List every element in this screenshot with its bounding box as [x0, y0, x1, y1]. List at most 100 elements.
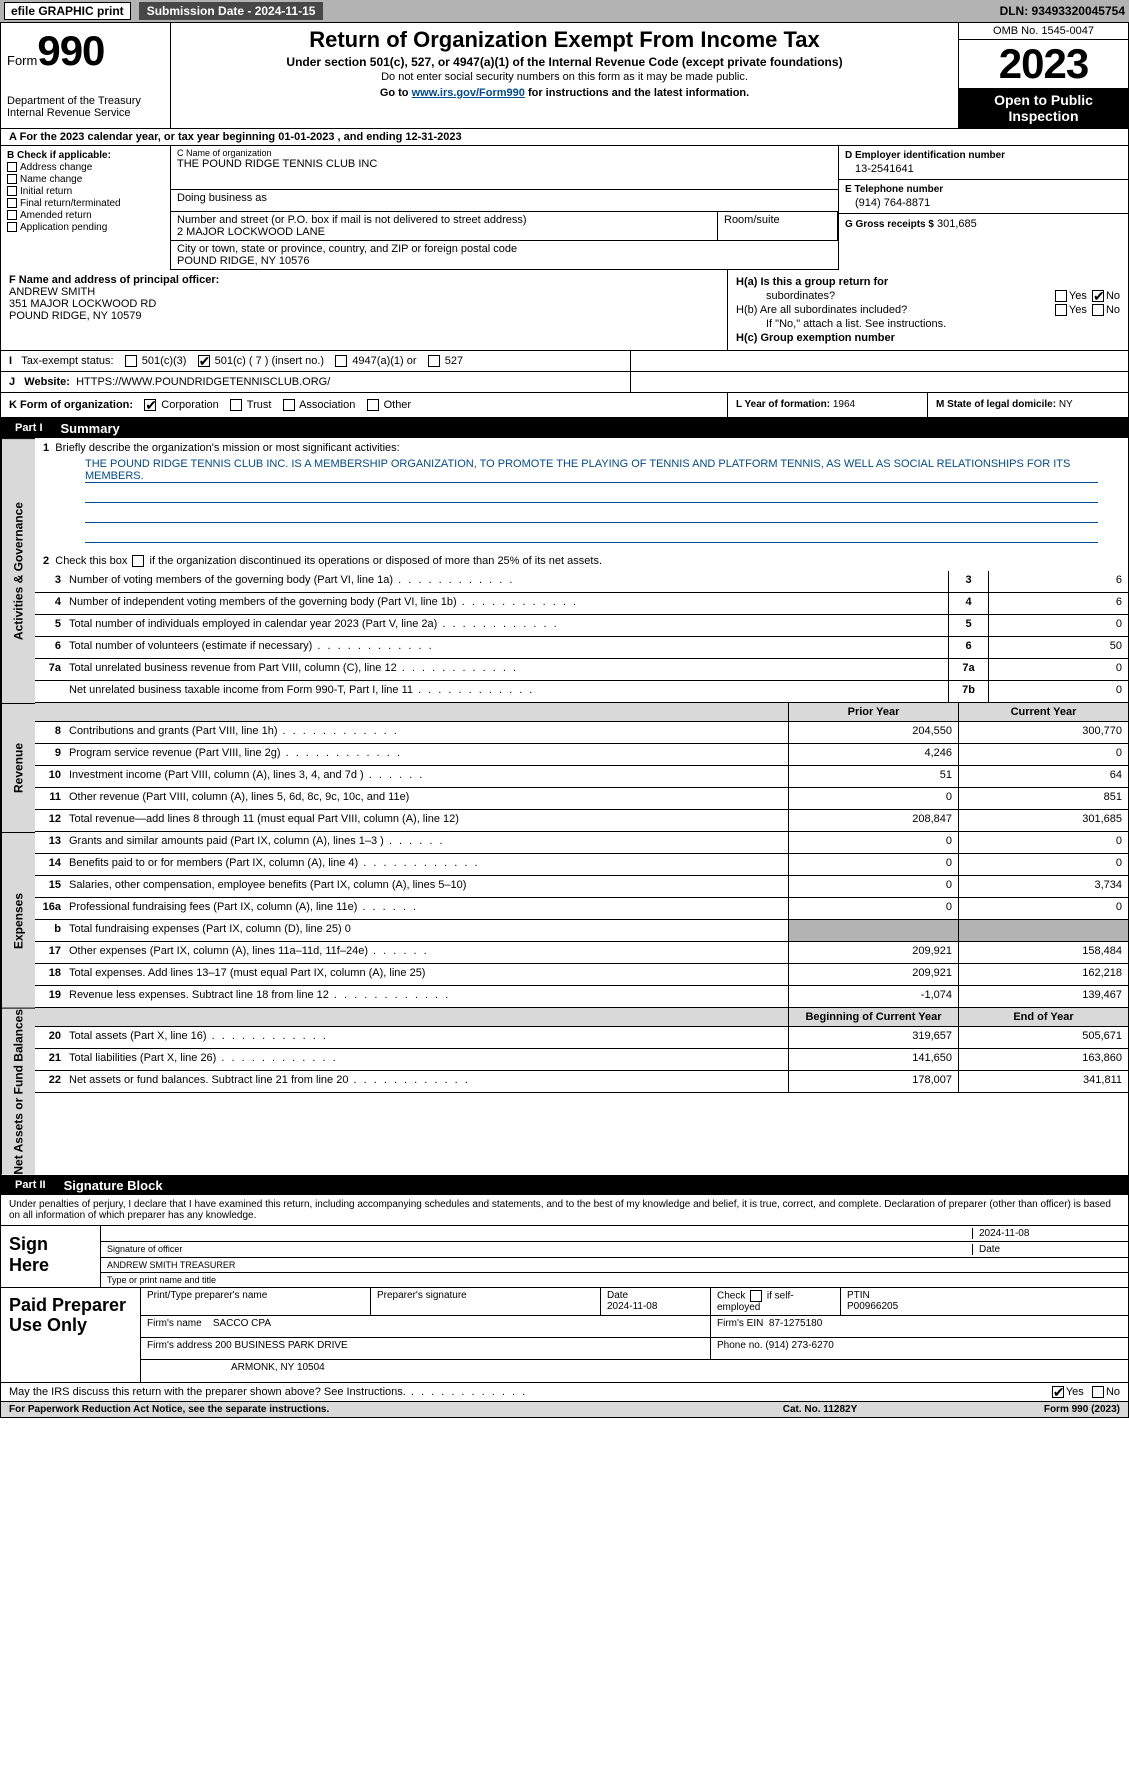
submission-date: Submission Date - 2024-11-15: [139, 2, 324, 20]
line-1-label: Briefly describe the organization's miss…: [55, 442, 399, 454]
line-22: Net assets or fund balances. Subtract li…: [65, 1071, 788, 1092]
org-name: THE POUND RIDGE TENNIS CLUB INC: [177, 158, 832, 170]
discuss-yes[interactable]: [1052, 1386, 1064, 1398]
check-amended[interactable]: [7, 210, 17, 220]
box-f: F Name and address of principal officer:…: [1, 270, 728, 350]
website-value: HTTPS://WWW.POUNDRIDGETENNISCLUB.ORG/: [76, 376, 330, 388]
line-5: Total number of individuals employed in …: [65, 615, 948, 636]
check-501c3[interactable]: [125, 355, 137, 367]
line-12: Total revenue—add lines 8 through 11 (mu…: [65, 810, 788, 831]
line-17: Other expenses (Part IX, column (A), lin…: [65, 942, 788, 963]
line-7b: Net unrelated business taxable income fr…: [65, 681, 948, 702]
ha-no[interactable]: [1092, 290, 1104, 302]
officer-name-title: ANDREW SMITH TREASURER: [107, 1260, 1122, 1270]
firm-ein: 87-1275180: [769, 1318, 822, 1329]
check-discontinued[interactable]: [132, 555, 144, 567]
line-6: Total number of volunteers (estimate if …: [65, 637, 948, 658]
check-name-change[interactable]: [7, 174, 17, 184]
side-activities-governance: Activities & Governance: [1, 438, 35, 703]
line-21: Total liabilities (Part X, line 26): [65, 1049, 788, 1070]
check-app-pending[interactable]: [7, 222, 17, 232]
side-expenses: Expenses: [1, 832, 35, 1008]
part-2-header: Part IISignature Block: [1, 1175, 1128, 1195]
line-7a-val: 0: [988, 659, 1128, 680]
ein-value: 13-2541641: [845, 161, 1122, 175]
tax-year: 2023: [959, 40, 1128, 88]
check-527[interactable]: [428, 355, 440, 367]
city-value: POUND RIDGE, NY 10576: [177, 255, 832, 267]
check-self-employed[interactable]: [750, 1290, 762, 1302]
officer-street: 351 MAJOR LOCKWOOD RD: [9, 298, 719, 310]
line-14: Benefits paid to or for members (Part IX…: [65, 854, 788, 875]
sig-officer-label: Signature of officer: [107, 1244, 972, 1255]
top-toolbar: efile GRAPHIC print Submission Date - 20…: [0, 0, 1129, 22]
check-4947[interactable]: [335, 355, 347, 367]
check-assoc[interactable]: [283, 399, 295, 411]
line-16a: Professional fundraising fees (Part IX, …: [65, 898, 788, 919]
hb-no[interactable]: [1092, 304, 1104, 316]
preparer-name-label: Print/Type preparer's name: [141, 1288, 371, 1315]
beg-year-hdr: Beginning of Current Year: [788, 1008, 958, 1026]
check-other[interactable]: [367, 399, 379, 411]
check-address-change[interactable]: [7, 162, 17, 172]
side-net-assets: Net Assets or Fund Balances: [1, 1008, 35, 1175]
line-18: Total expenses. Add lines 13–17 (must eq…: [65, 964, 788, 985]
phone-value: (914) 764-8871: [845, 195, 1122, 209]
check-501c[interactable]: [198, 355, 210, 367]
irs-label: Internal Revenue Service: [7, 107, 164, 119]
form-label: Form: [7, 53, 37, 68]
line-10: Investment income (Part VIII, column (A)…: [65, 766, 788, 787]
room-label: Room/suite: [724, 214, 831, 226]
check-final-return[interactable]: [7, 198, 17, 208]
box-b: B Check if applicable: Address change Na…: [1, 146, 171, 270]
side-revenue: Revenue: [1, 703, 35, 832]
irs-link[interactable]: www.irs.gov/Form990: [412, 87, 525, 99]
check-trust[interactable]: [230, 399, 242, 411]
line-7a: Total unrelated business revenue from Pa…: [65, 659, 948, 680]
sig-date: 2024-11-08: [972, 1228, 1122, 1239]
officer-name: ANDREW SMITH: [9, 286, 719, 298]
org-name-label: C Name of organization: [177, 148, 832, 158]
discuss-row: May the IRS discuss this return with the…: [1, 1383, 1128, 1402]
check-initial-return[interactable]: [7, 186, 17, 196]
gross-receipts-label: G Gross receipts $: [845, 219, 934, 230]
ha-yes[interactable]: [1055, 290, 1067, 302]
line-4-val: 6: [988, 593, 1128, 614]
calendar-year-line: A For the 2023 calendar year, or tax yea…: [1, 129, 1128, 146]
line-2: Check this box if the organization disco…: [55, 555, 602, 567]
sign-here-label: Sign Here: [1, 1226, 101, 1287]
line-15: Salaries, other compensation, employee b…: [65, 876, 788, 897]
hb-yes[interactable]: [1055, 304, 1067, 316]
state-domicile: M State of legal domicile: NY: [928, 393, 1128, 417]
type-print-label: Type or print name and title: [107, 1275, 1122, 1285]
line-9: Program service revenue (Part VIII, line…: [65, 744, 788, 765]
city-label: City or town, state or province, country…: [177, 243, 832, 255]
form-title: Return of Organization Exempt From Incom…: [179, 27, 950, 53]
dba-label: Doing business as: [177, 192, 832, 204]
line-19: Revenue less expenses. Subtract line 18 …: [65, 986, 788, 1007]
efile-print-button[interactable]: efile GRAPHIC print: [4, 2, 131, 20]
dln-label: DLN: 93493320045754: [1000, 4, 1125, 18]
discuss-no[interactable]: [1092, 1386, 1104, 1398]
current-year-hdr: Current Year: [958, 703, 1128, 721]
line-11: Other revenue (Part VIII, column (A), li…: [65, 788, 788, 809]
check-corp[interactable]: [144, 399, 156, 411]
year-formation: L Year of formation: 1964: [728, 393, 928, 417]
line-8: Contributions and grants (Part VIII, lin…: [65, 722, 788, 743]
box-h: H(a) Is this a group return for subordin…: [728, 270, 1128, 350]
row-i-tax-status: I Tax-exempt status: 501(c)(3) 501(c) ( …: [1, 351, 631, 371]
mission-text: THE POUND RIDGE TENNIS CLUB INC. IS A ME…: [85, 458, 1098, 483]
form-subtitle-1: Under section 501(c), 527, or 4947(a)(1)…: [179, 55, 950, 69]
ptin-value: P00966205: [847, 1301, 898, 1312]
form-number: 990: [37, 27, 104, 74]
form-header: Form990 Department of the Treasury Inter…: [1, 23, 1128, 129]
goto-instructions: Go to www.irs.gov/Form990 for instructio…: [179, 87, 950, 99]
street-value: 2 MAJOR LOCKWOOD LANE: [177, 226, 711, 238]
end-year-hdr: End of Year: [958, 1008, 1128, 1026]
gross-receipts-value: 301,685: [937, 218, 977, 230]
line-20: Total assets (Part X, line 16): [65, 1027, 788, 1048]
line-3-val: 6: [988, 571, 1128, 592]
row-j-website: J Website: HTTPS://WWW.POUNDRIDGETENNISC…: [1, 372, 631, 392]
line-3: Number of voting members of the governin…: [65, 571, 948, 592]
line-5-val: 0: [988, 615, 1128, 636]
